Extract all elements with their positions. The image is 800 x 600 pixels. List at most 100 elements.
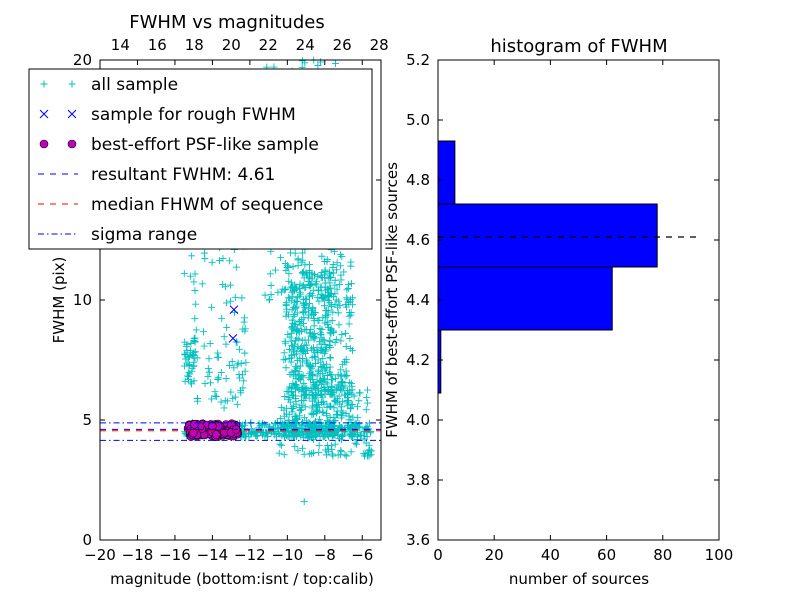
all-sample-point [328,382,336,390]
all-sample-point [280,349,288,357]
all-sample-point [319,347,327,355]
all-sample-point [303,341,311,349]
all-sample-point [331,60,339,68]
all-sample-point [293,364,301,372]
all-sample-point [284,387,292,395]
all-sample-point [290,433,298,441]
y-tick-label: 4.4 [406,291,430,309]
all-sample-point [261,420,269,428]
all-sample-point [346,378,354,386]
all-sample-point [255,424,263,432]
all-sample-point [320,428,328,436]
all-sample-point [313,278,321,286]
all-sample-point [347,404,355,412]
all-sample-point [291,442,299,450]
all-sample-point [330,269,338,277]
top-x-tick-label: 26 [333,36,352,54]
all-sample-point [362,424,370,432]
all-sample-point [262,429,270,437]
all-sample-point [303,360,311,368]
all-sample-point [347,433,355,441]
all-sample-point [181,350,189,358]
all-sample-point [214,373,222,381]
all-sample-point [247,428,255,436]
all-sample-point [281,393,289,401]
all-sample-point [308,450,316,458]
all-sample-point [328,426,336,434]
all-sample-point [348,280,356,288]
all-sample-point [325,270,333,278]
all-sample-point [232,263,240,271]
psf-like-sample-point [208,421,217,431]
all-sample-point [234,359,242,367]
legend-box [28,68,373,250]
all-sample-point [186,353,194,361]
all-sample-point [312,401,320,409]
left-plot-title: FWHM vs magnitudes [129,12,324,33]
all-sample-point [321,267,329,275]
all-sample-point [351,420,359,428]
all-sample-point [314,316,322,324]
all-sample-point [320,294,328,302]
all-sample-point [330,404,338,412]
y-tick-label: 4.0 [406,411,430,429]
all-sample-point [301,336,309,344]
all-sample-point [287,279,295,287]
all-sample-point [354,414,362,422]
all-sample-point [357,431,365,439]
all-sample-point [187,380,195,388]
all-sample-point [300,498,308,506]
legend-label: best-effort PSF-like sample [91,135,319,155]
all-sample-point [188,364,196,372]
all-sample-point [304,314,312,322]
legend-label: resultant FWHM: 4.61 [91,165,275,185]
all-sample-point [277,254,285,262]
all-sample-point [322,446,330,454]
all-sample-point [297,327,305,335]
all-sample-point [236,374,244,382]
all-sample-point [288,351,296,359]
all-sample-point [292,328,300,336]
all-sample-point [286,333,294,341]
left-y-axis-label: FWHM (pix) [50,257,68,344]
all-sample-point [308,364,316,372]
all-sample-point [331,290,339,298]
all-sample-point [290,312,298,320]
all-sample-point [290,285,298,293]
all-sample-point [318,364,326,372]
all-sample-point [305,374,313,382]
x-tick-label: −12 [234,546,266,564]
all-sample-point [317,331,325,339]
legend-label: sigma range [91,225,197,245]
all-sample-point [326,353,334,361]
all-sample-point [310,335,318,343]
all-sample-point [309,333,317,341]
all-sample-point [308,433,316,441]
all-sample-point [295,317,303,325]
all-sample-point [326,279,334,287]
all-sample-point [306,281,314,289]
all-sample-point [294,345,302,353]
all-sample-point [282,312,290,320]
all-sample-point [329,431,337,439]
all-sample-point [282,364,290,372]
all-sample-point [268,426,276,434]
all-sample-point [281,259,289,267]
all-sample-point [337,414,345,422]
all-sample-point [226,257,234,265]
all-sample-point [299,256,307,264]
all-sample-point [323,451,331,459]
all-sample-point [299,308,307,316]
legend-plus-marker [68,80,76,88]
all-sample-point [313,407,321,415]
all-sample-point [294,372,302,380]
all-sample-point [346,334,354,342]
all-sample-point [318,252,326,260]
all-sample-point [199,328,207,336]
all-sample-point [292,283,300,291]
all-sample-point [219,280,227,288]
all-sample-point [327,303,335,311]
reference-lines [100,422,381,441]
legend-x-marker [67,109,77,119]
all-sample-point [289,293,297,301]
